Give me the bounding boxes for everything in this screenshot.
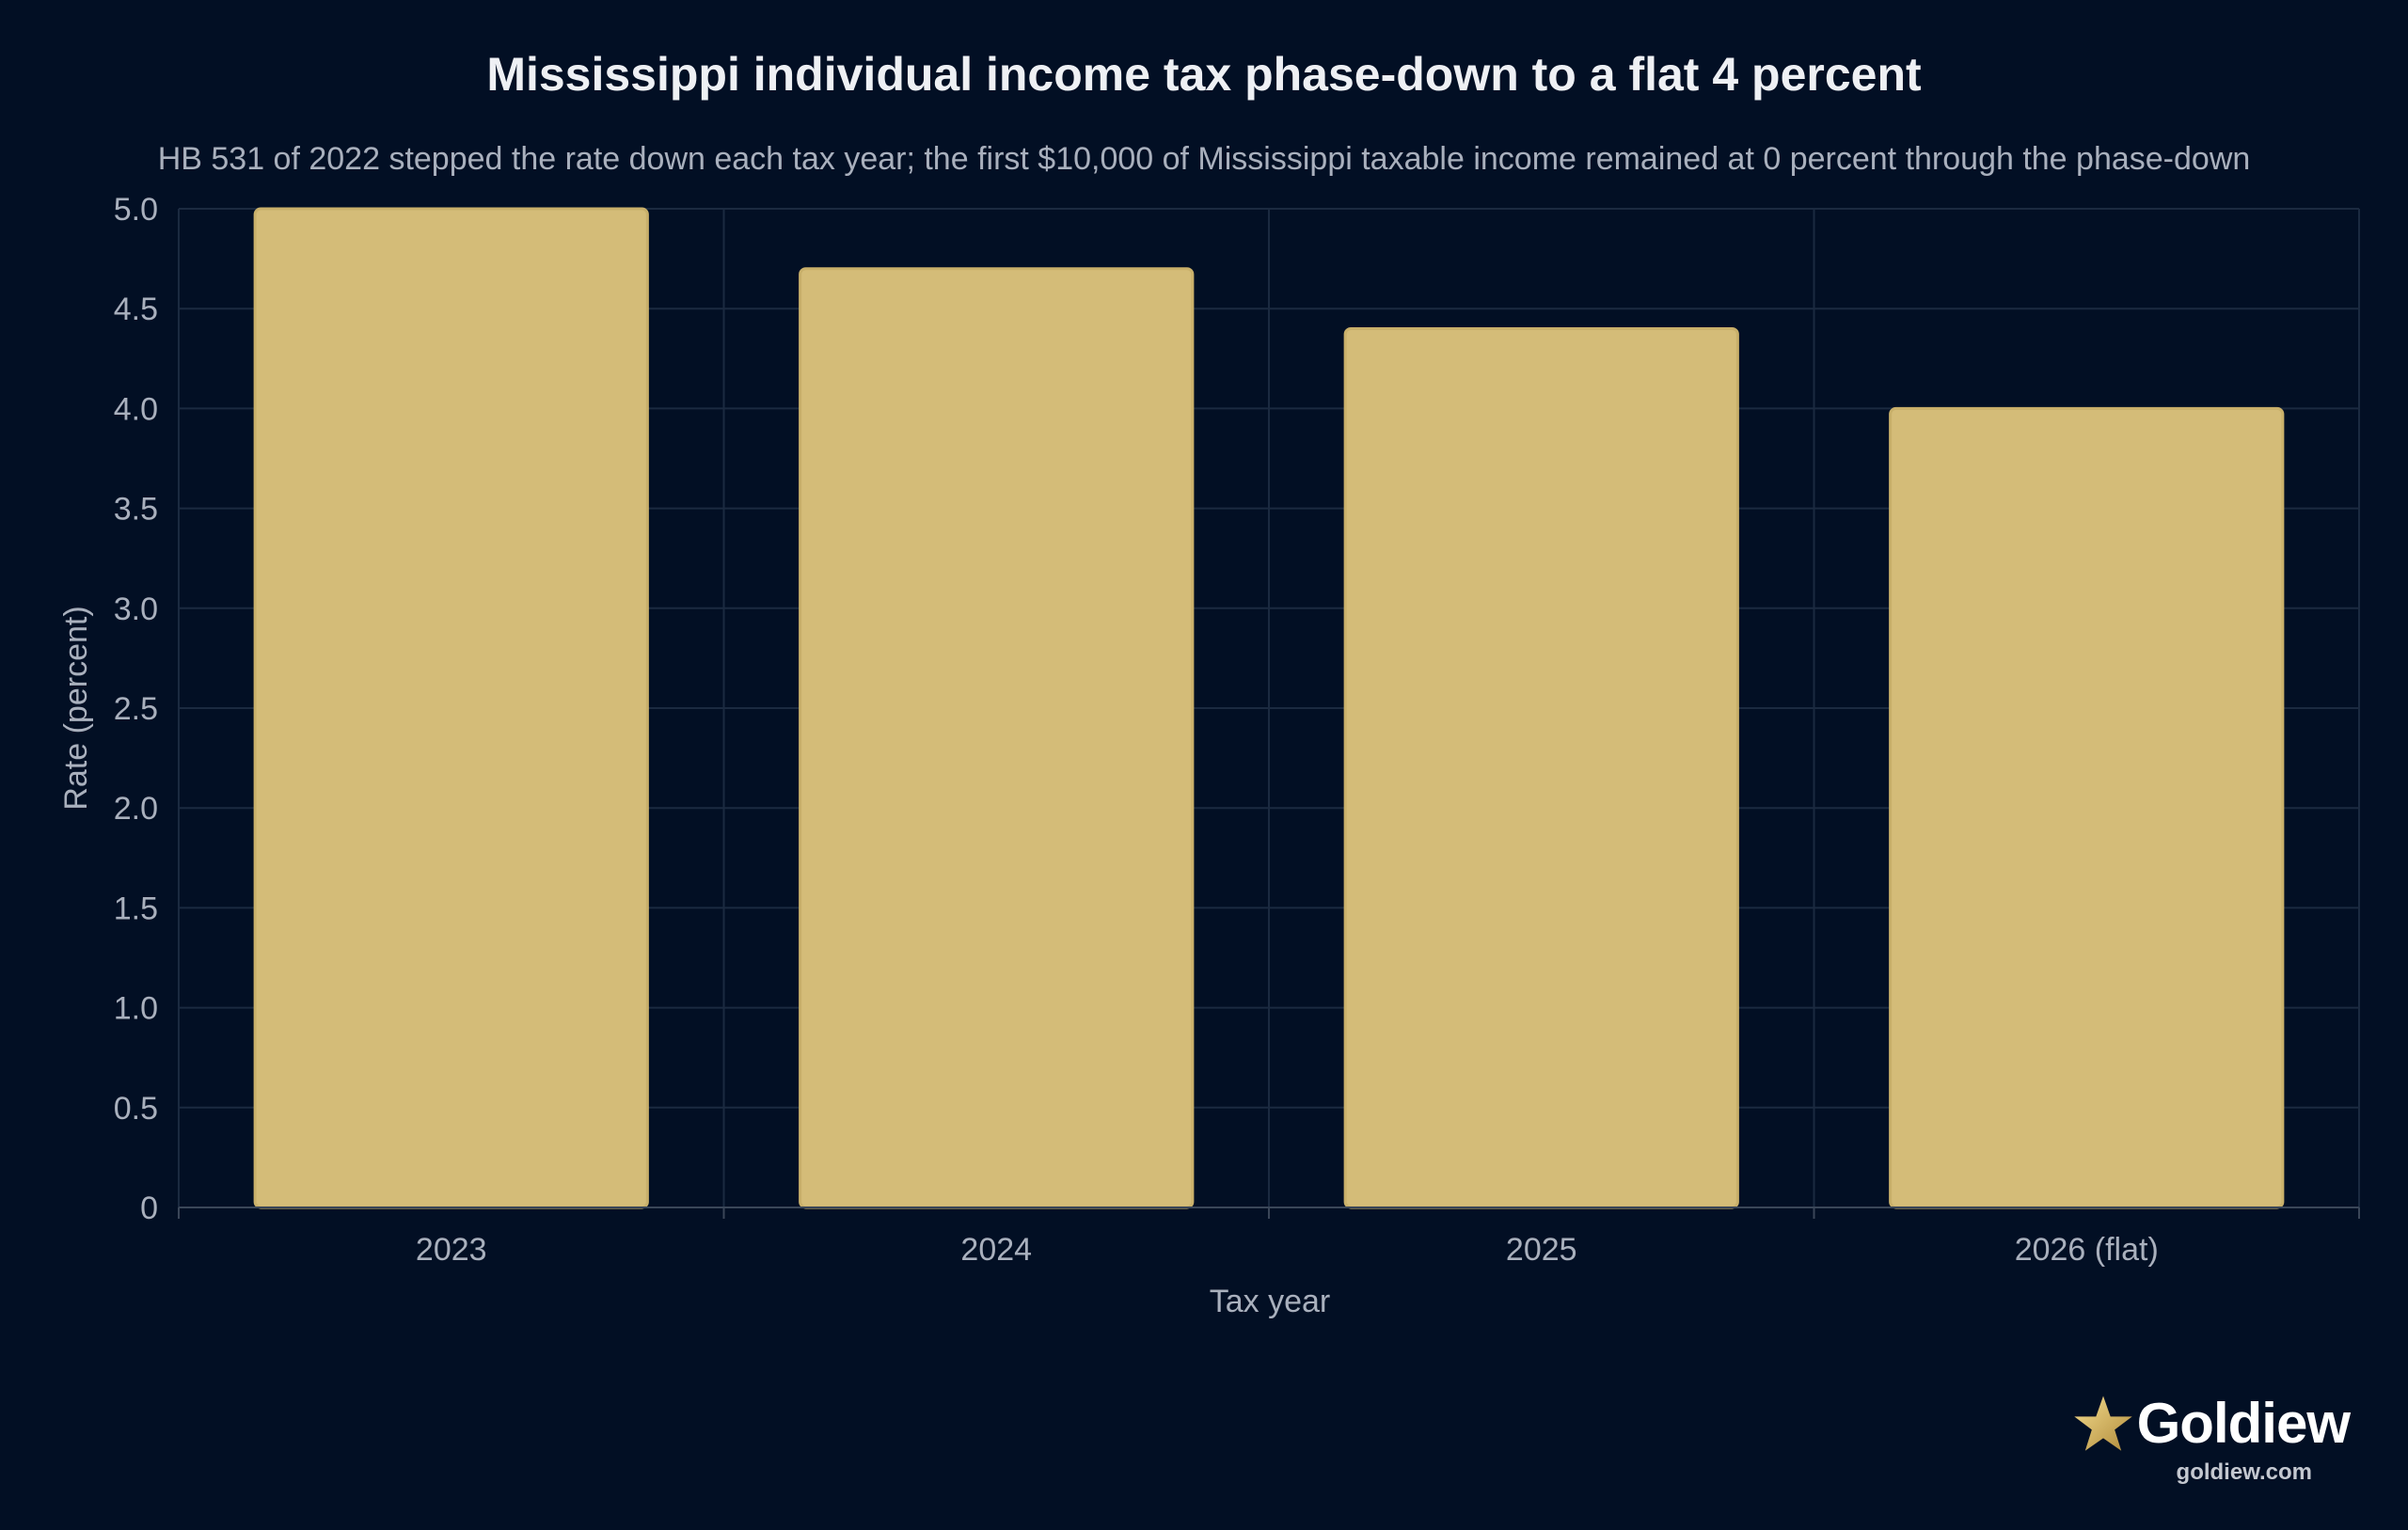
brand-logo: Goldiew goldiew.com bbox=[2049, 1392, 2351, 1486]
y-tick-label: 4.5 bbox=[114, 292, 158, 327]
y-tick-label: 3.5 bbox=[114, 492, 158, 528]
star-icon bbox=[2073, 1396, 2132, 1451]
x-tick-label: 2023 bbox=[416, 1232, 487, 1268]
bar bbox=[1889, 406, 2285, 1209]
y-axis-title: Rate (percent) bbox=[58, 606, 94, 810]
chart-title: Mississippi individual income tax phase-… bbox=[486, 48, 1922, 101]
chart-subtitle: HB 531 of 2022 stepped the rate down eac… bbox=[157, 141, 2251, 177]
bar bbox=[799, 267, 1195, 1209]
logo-url: goldiew.com bbox=[2176, 1459, 2312, 1485]
y-tick-label: 3.0 bbox=[114, 591, 158, 627]
y-tick-label: 5.0 bbox=[114, 192, 158, 228]
axis-layer: 0 0.5 1.0 1.5 2.0 2.5 3.0 3.5 4.0 4.5 5.0 2023 2024 2… bbox=[114, 192, 2360, 1268]
y-tick-label: 0 bbox=[140, 1191, 158, 1226]
y-tick-label: 2.0 bbox=[114, 791, 158, 827]
logo-name: Goldiew bbox=[2136, 1392, 2351, 1455]
x-tick-label: 2026 (flat) bbox=[2015, 1232, 2159, 1268]
y-tick-label: 2.5 bbox=[114, 691, 158, 727]
y-tick-label: 0.5 bbox=[114, 1091, 158, 1127]
bar-layer bbox=[253, 207, 2285, 1209]
x-tick-label: 2024 bbox=[960, 1232, 1032, 1268]
y-tick-label: 1.5 bbox=[114, 891, 158, 926]
y-tick-label: 1.0 bbox=[114, 991, 158, 1027]
bar bbox=[1343, 326, 1739, 1209]
x-tick-label: 2025 bbox=[1506, 1232, 1577, 1268]
y-tick-label: 4.0 bbox=[114, 391, 158, 427]
x-axis-title: Tax year bbox=[1210, 1284, 1331, 1319]
bar bbox=[253, 207, 649, 1209]
